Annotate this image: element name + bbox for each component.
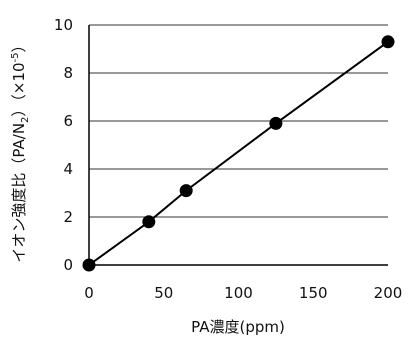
data-point	[142, 215, 156, 229]
x-tick-label: 50	[154, 284, 173, 302]
data-series	[82, 35, 395, 272]
x-axis-title: PA濃度(ppm)	[191, 318, 285, 336]
series-line	[88, 40, 389, 266]
y-tick-label: 0	[63, 256, 73, 274]
x-tick-label: 100	[224, 284, 253, 302]
data-point	[179, 184, 193, 198]
y-tick-label: 8	[63, 64, 73, 82]
x-tick-label: 150	[299, 284, 328, 302]
y-tick-label: 2	[63, 208, 73, 226]
axes	[88, 25, 388, 266]
x-tick-label: 200	[374, 284, 403, 302]
x-tick-label: 0	[84, 284, 94, 302]
data-point	[269, 116, 283, 130]
y-tick-label: 4	[63, 160, 73, 178]
data-point	[381, 35, 395, 49]
gridlines	[89, 24, 388, 218]
y-axis-title: イオン強度比（PA/N2）（×10-5）	[10, 37, 31, 262]
data-point	[82, 258, 96, 272]
y-tick-label: 6	[63, 112, 73, 130]
y-tick-label: 10	[54, 16, 73, 34]
